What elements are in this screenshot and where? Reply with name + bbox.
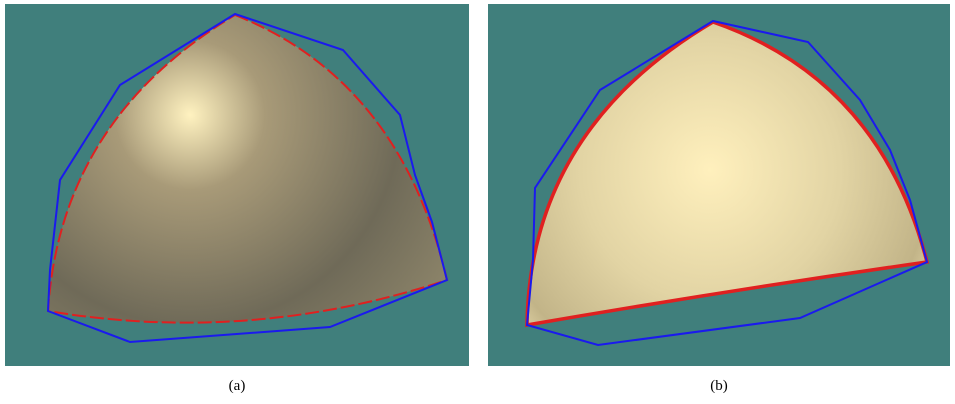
panel-a — [5, 4, 469, 366]
panel-label: (a) — [229, 378, 246, 394]
page: (a) (b) (() => { const data = JSON.parse… — [0, 0, 955, 404]
panel-b — [488, 4, 950, 366]
panel-label: (b) — [710, 378, 728, 394]
figure: (a) (b) — [0, 0, 955, 404]
